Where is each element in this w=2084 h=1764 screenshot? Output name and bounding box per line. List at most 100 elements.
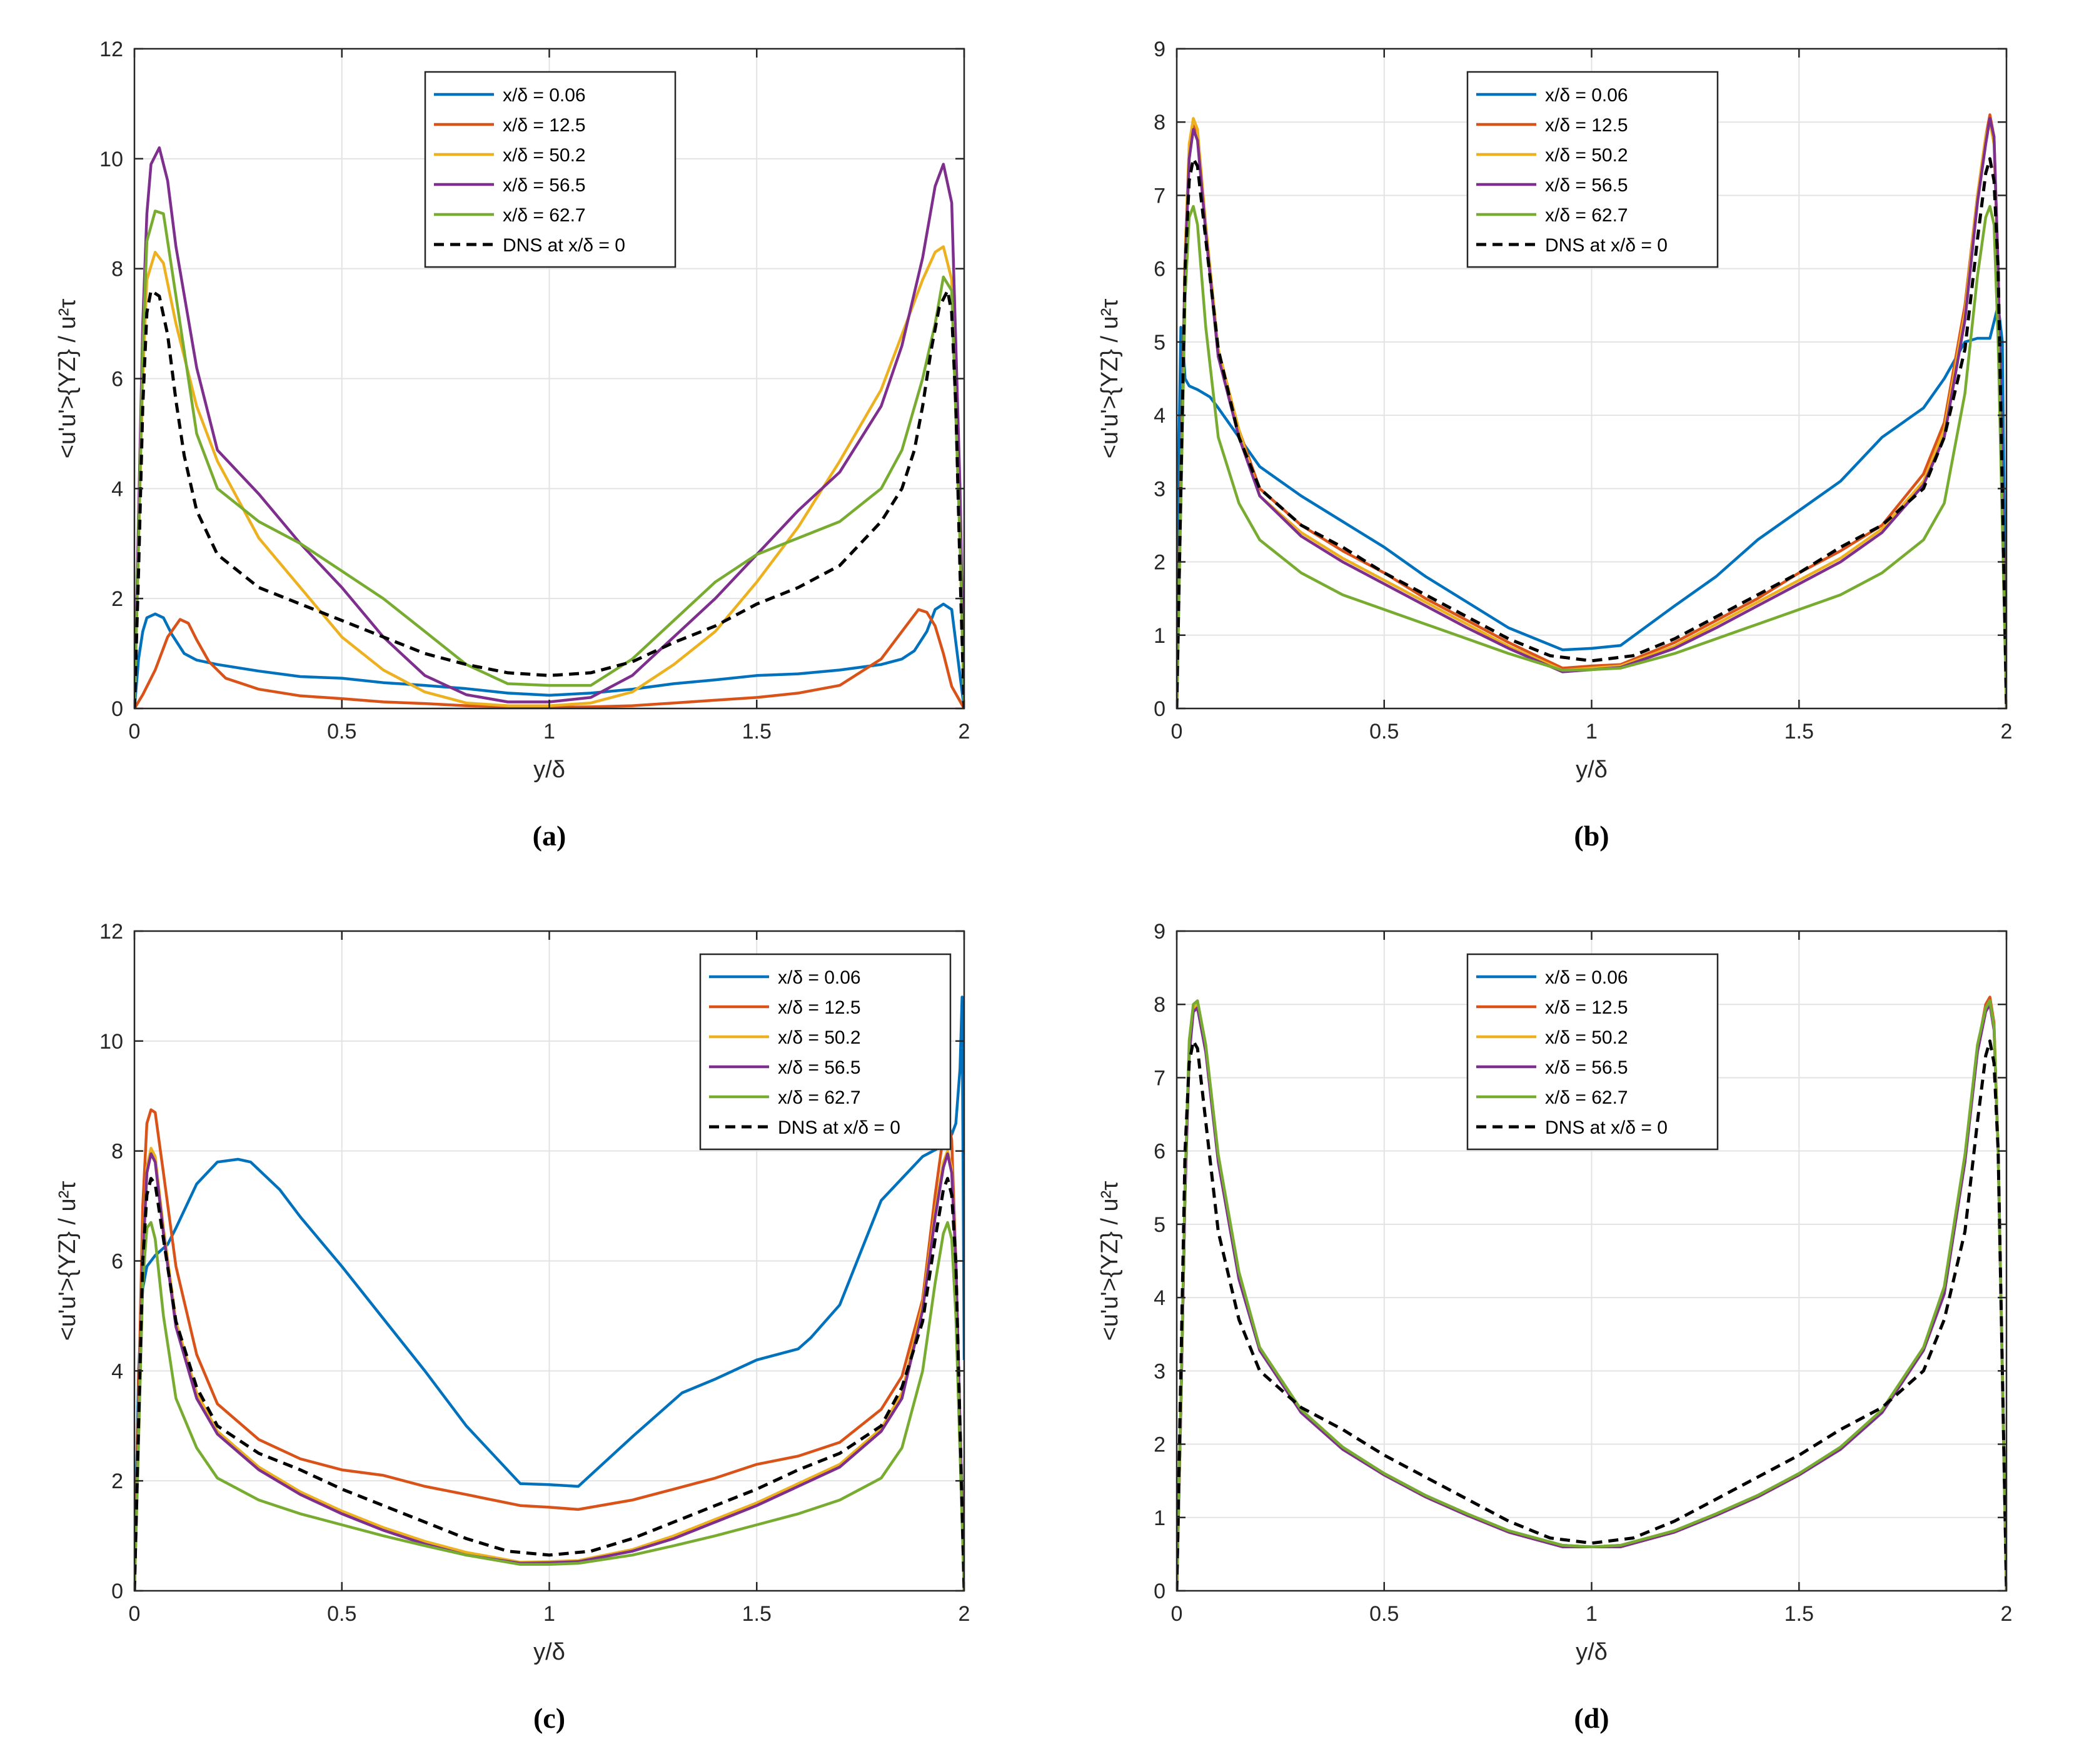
x-tick-label: 0.5 bbox=[1369, 1602, 1399, 1626]
y-tick-label: 10 bbox=[99, 1030, 123, 1054]
y-tick-label: 4 bbox=[111, 477, 123, 501]
panel-caption: (a) bbox=[533, 820, 566, 852]
legend-label-4: x/δ = 56.5 bbox=[1545, 175, 1628, 196]
series-line-1 bbox=[134, 995, 964, 1591]
legend-label-3: x/δ = 50.2 bbox=[1545, 145, 1628, 166]
x-tick-label: 2 bbox=[2001, 720, 2013, 743]
legend-label-5: x/δ = 62.7 bbox=[778, 1087, 861, 1108]
x-tick-label: 0 bbox=[1171, 1602, 1183, 1626]
y-tick-label: 4 bbox=[1154, 404, 1165, 428]
y-tick-label: 4 bbox=[111, 1359, 123, 1383]
y-tick-label: 7 bbox=[1154, 1066, 1165, 1090]
y-tick-label: 6 bbox=[1154, 1140, 1165, 1164]
y-tick-label: 5 bbox=[1154, 331, 1165, 355]
ticks: 0 0.5 1 1.5 2 0 2 4 6 8 10 12 bbox=[99, 38, 970, 743]
series-line-1 bbox=[134, 602, 964, 708]
y-tick-label: 4 bbox=[1154, 1286, 1165, 1310]
x-tick-label: 0 bbox=[129, 720, 141, 743]
legend-label-3: x/δ = 50.2 bbox=[778, 1027, 861, 1048]
y-tick-label: 5 bbox=[1154, 1213, 1165, 1237]
series-line-2 bbox=[134, 1108, 964, 1591]
legend-label-5: x/δ = 62.7 bbox=[1545, 1087, 1628, 1108]
y-axis-label: <u'u'>{YZ} / u²τ bbox=[54, 1181, 81, 1341]
y-tick-label: 0 bbox=[1154, 697, 1165, 721]
series-line-5 bbox=[134, 209, 964, 708]
y-tick-label: 1 bbox=[1154, 624, 1165, 648]
legend-label-6: DNS at x/δ = 0 bbox=[503, 235, 625, 256]
y-tick-label: 2 bbox=[1154, 1433, 1165, 1457]
y-tick-label: 0 bbox=[1154, 1580, 1165, 1603]
legend-label-1: x/δ = 0.06 bbox=[1545, 85, 1628, 106]
x-tick-label: 0.5 bbox=[327, 720, 356, 743]
legend-label-2: x/δ = 12.5 bbox=[778, 997, 861, 1018]
panel-caption: (d) bbox=[1574, 1702, 1609, 1734]
y-axis-label: <u'u'>{YZ} / u²τ bbox=[1097, 1181, 1123, 1341]
y-axis-label: <u'u'>{YZ} / u²τ bbox=[1097, 299, 1123, 459]
x-axis-label: y/δ bbox=[533, 757, 565, 783]
y-tick-label: 12 bbox=[99, 920, 123, 944]
legend-label-4: x/δ = 56.5 bbox=[778, 1057, 861, 1078]
panel-c: 0 0.5 1 1.5 2 0 2 4 6 8 10 12 y/δ <u'u'>{YZ} / u²τ (c)… bbox=[0, 882, 1042, 1764]
legend: x/δ = 0.06 x/δ = 12.5 x/δ = 50.2 x/δ = 56.5… bbox=[424, 71, 677, 268]
panel-b: 0 0.5 1 1.5 2 0 1 2 3 4 5 6 7 8 9 y/δ <u'u'>{YZ} / u²τ (b… bbox=[1042, 0, 2084, 882]
x-tick-label: 2 bbox=[959, 720, 970, 743]
legend-label-3: x/δ = 50.2 bbox=[503, 145, 586, 166]
series-line-5 bbox=[134, 1221, 964, 1591]
y-tick-label: 2 bbox=[111, 587, 123, 611]
x-axis-label: y/δ bbox=[1576, 1639, 1608, 1665]
legend-label-4: x/δ = 56.5 bbox=[1545, 1057, 1628, 1078]
series-line-6 bbox=[1177, 157, 2006, 708]
y-tick-label: 8 bbox=[1154, 993, 1165, 1017]
y-tick-label: 9 bbox=[1154, 920, 1165, 944]
x-tick-label: 1.5 bbox=[1784, 720, 1814, 743]
series-line-4 bbox=[134, 146, 964, 708]
y-tick-label: 9 bbox=[1154, 38, 1165, 61]
y-axis-label: <u'u'>{YZ} / u²τ bbox=[54, 299, 81, 459]
panel-caption: (c) bbox=[533, 1702, 565, 1734]
series-group bbox=[1177, 113, 2006, 708]
x-axis-label: y/δ bbox=[533, 1639, 565, 1665]
x-tick-label: 1 bbox=[543, 720, 555, 743]
x-tick-label: 1.5 bbox=[742, 720, 772, 743]
y-tick-label: 12 bbox=[99, 38, 123, 61]
y-tick-label: 8 bbox=[111, 258, 123, 281]
legend-box bbox=[1466, 71, 1719, 268]
series-line-5 bbox=[1177, 999, 2006, 1591]
legend-label-6: DNS at x/δ = 0 bbox=[1545, 1117, 1668, 1138]
legend-label-1: x/δ = 0.06 bbox=[1545, 967, 1628, 988]
y-tick-label: 6 bbox=[1154, 258, 1165, 281]
legend-label-6: DNS at x/δ = 0 bbox=[1545, 235, 1668, 256]
legend-label-1: x/δ = 0.06 bbox=[503, 85, 586, 106]
legend-box bbox=[424, 71, 677, 268]
panel-a: 0 0.5 1 1.5 2 0 2 4 6 8 10 12 y/δ <u'u'>{YZ} / u²τ (a)… bbox=[0, 0, 1042, 882]
chart-d: 0 0.5 1 1.5 2 0 1 2 3 4 5 6 7 8 9 y/δ <u'u'>{YZ} / u²τ (d… bbox=[1097, 920, 2012, 1734]
y-tick-label: 10 bbox=[99, 148, 123, 171]
y-tick-label: 6 bbox=[111, 368, 123, 391]
legend-label-6: DNS at x/δ = 0 bbox=[778, 1117, 900, 1138]
series-group bbox=[1177, 995, 2006, 1591]
legend-label-2: x/δ = 12.5 bbox=[1545, 115, 1628, 136]
ticks: 0 0.5 1 1.5 2 0 2 4 6 8 10 12 bbox=[99, 920, 970, 1626]
x-tick-label: 1.5 bbox=[742, 1602, 772, 1626]
y-tick-label: 8 bbox=[111, 1140, 123, 1164]
x-axis-label: y/δ bbox=[1576, 757, 1608, 783]
legend: x/δ = 0.06 x/δ = 12.5 x/δ = 50.2 x/δ = 56.5… bbox=[1466, 953, 1719, 1151]
legend: x/δ = 0.06 x/δ = 12.5 x/δ = 50.2 x/δ = 56.5… bbox=[1466, 71, 1719, 268]
y-tick-label: 2 bbox=[111, 1469, 123, 1493]
x-tick-label: 1 bbox=[543, 1602, 555, 1626]
x-tick-label: 0.5 bbox=[1369, 720, 1399, 743]
x-tick-label: 1.5 bbox=[1784, 1602, 1814, 1626]
legend-box bbox=[1466, 953, 1719, 1151]
legend-box bbox=[699, 953, 952, 1151]
x-tick-label: 0 bbox=[129, 1602, 141, 1626]
x-tick-label: 1 bbox=[1586, 1602, 1598, 1626]
y-tick-label: 7 bbox=[1154, 184, 1165, 208]
ticks: 0 0.5 1 1.5 2 0 1 2 3 4 5 6 7 8 9 bbox=[1154, 920, 2012, 1626]
x-tick-label: 1 bbox=[1586, 720, 1598, 743]
series-line-5 bbox=[1177, 204, 2006, 708]
y-tick-label: 3 bbox=[1154, 477, 1165, 501]
y-tick-label: 8 bbox=[1154, 111, 1165, 134]
series-group bbox=[134, 995, 964, 1591]
legend-label-4: x/δ = 56.5 bbox=[503, 175, 586, 196]
y-tick-label: 2 bbox=[1154, 551, 1165, 575]
